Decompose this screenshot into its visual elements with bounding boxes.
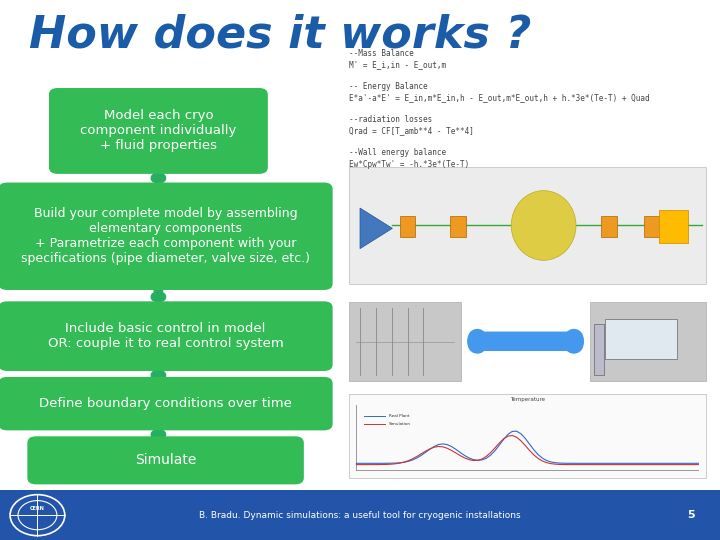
Text: --Mass Balance
M' = E_i,in - E_out,m

-- Energy Balance
E*a'-a*E' = E_in,m*E_in,: --Mass Balance M' = E_i,in - E_out,m -- …	[349, 49, 650, 168]
Text: Simulate: Simulate	[135, 454, 197, 467]
FancyBboxPatch shape	[400, 216, 415, 237]
Text: Simulation: Simulation	[389, 422, 411, 426]
Text: 5: 5	[687, 510, 695, 520]
FancyBboxPatch shape	[659, 211, 688, 243]
FancyBboxPatch shape	[605, 319, 677, 359]
FancyBboxPatch shape	[349, 167, 706, 284]
Text: Define boundary conditions over time: Define boundary conditions over time	[39, 397, 292, 410]
FancyBboxPatch shape	[349, 302, 461, 381]
FancyBboxPatch shape	[601, 216, 617, 237]
FancyBboxPatch shape	[27, 436, 304, 484]
Text: Build your complete model by assembling
elementary components
+ Parametrize each: Build your complete model by assembling …	[21, 207, 310, 265]
FancyBboxPatch shape	[0, 301, 333, 371]
FancyBboxPatch shape	[450, 216, 466, 237]
FancyBboxPatch shape	[0, 183, 333, 290]
Text: B. Bradu. Dynamic simulations: a useful tool for cryogenic installations: B. Bradu. Dynamic simulations: a useful …	[199, 511, 521, 519]
Text: Real Plant: Real Plant	[389, 414, 409, 418]
FancyBboxPatch shape	[644, 216, 660, 237]
Text: Model each cryo
component individually
+ fluid properties: Model each cryo component individually +…	[80, 110, 237, 152]
FancyBboxPatch shape	[349, 394, 706, 478]
Ellipse shape	[511, 191, 576, 260]
FancyBboxPatch shape	[594, 324, 604, 375]
FancyBboxPatch shape	[0, 490, 720, 540]
FancyBboxPatch shape	[0, 377, 333, 430]
Text: How does it works ?: How does it works ?	[29, 14, 531, 57]
FancyBboxPatch shape	[590, 302, 706, 381]
Polygon shape	[360, 208, 392, 248]
FancyBboxPatch shape	[49, 88, 268, 174]
Text: Include basic control in model
OR: couple it to real control system: Include basic control in model OR: coupl…	[48, 322, 284, 350]
Text: Temperature: Temperature	[510, 397, 545, 402]
Text: CERN: CERN	[30, 506, 45, 511]
